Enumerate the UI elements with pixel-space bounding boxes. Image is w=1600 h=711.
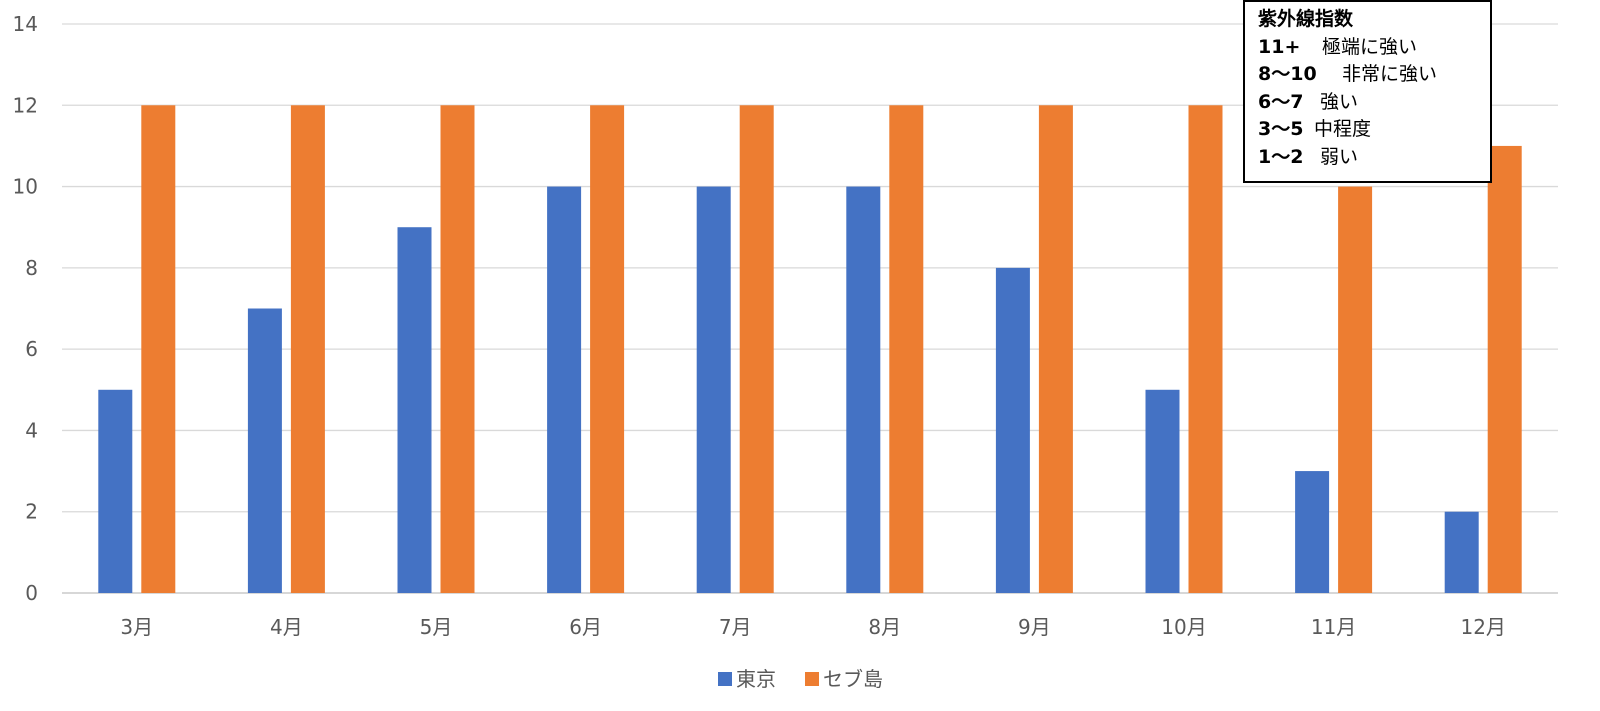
uv-index-title: 紫外線指数 xyxy=(1258,8,1354,30)
bar-tokyo-6 xyxy=(547,186,582,594)
x-tick-label: 4月 xyxy=(270,615,303,639)
uv-desc: 弱い xyxy=(1320,145,1359,168)
uv-desc: 中程度 xyxy=(1314,118,1372,140)
uv-level: 6〜7 xyxy=(1258,90,1304,113)
bar-cebu-10 xyxy=(1188,105,1223,594)
uv-row-low: 1〜2 弱い xyxy=(1258,144,1490,172)
bar-tokyo-7 xyxy=(696,186,731,594)
x-tick-label: 12月 xyxy=(1460,615,1505,639)
bar-cebu-12 xyxy=(1487,145,1522,593)
legend-label-cebu: セブ島 xyxy=(823,667,883,691)
uv-level: 1〜2 xyxy=(1258,145,1304,168)
bar-tokyo-12 xyxy=(1444,511,1479,593)
bar-cebu-9 xyxy=(1038,105,1073,594)
legend-swatch-tokyo xyxy=(718,672,732,686)
x-tick-label: 5月 xyxy=(420,615,453,639)
y-tick-label: 12 xyxy=(13,93,38,117)
legend: 東京 セブ島 xyxy=(718,667,883,691)
bar-cebu-5 xyxy=(440,105,475,594)
legend-label-tokyo: 東京 xyxy=(736,667,776,691)
x-tick-label: 3月 xyxy=(120,615,153,639)
y-axis: 0 2 4 6 8 10 12 14 xyxy=(13,12,38,605)
uv-level: 8〜10 xyxy=(1258,63,1317,85)
bar-tokyo-11 xyxy=(1295,471,1330,593)
bar-tokyo-5 xyxy=(397,227,432,593)
y-tick-label: 10 xyxy=(13,175,38,199)
x-tick-label: 11月 xyxy=(1311,615,1356,639)
uv-desc: 非常に強い xyxy=(1342,63,1438,85)
legend-swatch-cebu xyxy=(805,672,819,686)
x-axis: 3月 4月 5月 6月 7月 8月 9月 10月 11月 12月 xyxy=(120,615,1505,639)
bar-cebu-6 xyxy=(590,105,625,594)
uv-level: 3〜5 xyxy=(1258,118,1304,140)
bar-tokyo-8 xyxy=(846,186,881,594)
uv-row-very-high: 8〜10 非常に強い xyxy=(1258,61,1490,89)
x-tick-label: 7月 xyxy=(719,615,752,639)
bar-cebu-4 xyxy=(290,105,325,594)
x-tick-label: 8月 xyxy=(868,615,901,639)
uv-desc: 強い xyxy=(1320,90,1359,113)
bar-tokyo-4 xyxy=(247,308,282,593)
bar-cebu-11 xyxy=(1338,186,1373,594)
uv-index-legend-box: 紫外線指数 11+ 極端に強い 8〜10 非常に強い 6〜7 強い 3〜5 中程度 1〜… xyxy=(1243,0,1492,183)
bars xyxy=(98,105,1522,594)
bar-cebu-8 xyxy=(889,105,924,594)
uv-desc: 極端に強い xyxy=(1322,35,1418,58)
y-tick-label: 4 xyxy=(25,418,38,442)
x-tick-label: 9月 xyxy=(1018,615,1051,639)
uv-row-high: 6〜7 強い xyxy=(1258,89,1490,117)
uv-level: 11+ xyxy=(1258,35,1301,58)
uv-row-extreme: 11+ 極端に強い xyxy=(1258,34,1490,62)
bar-tokyo-3 xyxy=(98,389,133,593)
uv-row-moderate: 3〜5 中程度 xyxy=(1258,116,1490,144)
y-tick-label: 6 xyxy=(25,337,38,361)
bar-tokyo-9 xyxy=(995,267,1030,593)
y-tick-label: 14 xyxy=(13,12,38,36)
y-tick-label: 8 xyxy=(25,256,38,280)
x-tick-label: 6月 xyxy=(569,615,602,639)
x-tick-label: 10月 xyxy=(1161,615,1206,639)
bar-cebu-7 xyxy=(739,105,774,594)
y-tick-label: 2 xyxy=(25,500,38,524)
bar-cebu-3 xyxy=(141,105,176,594)
bar-tokyo-10 xyxy=(1145,389,1180,593)
y-tick-label: 0 xyxy=(25,581,38,605)
